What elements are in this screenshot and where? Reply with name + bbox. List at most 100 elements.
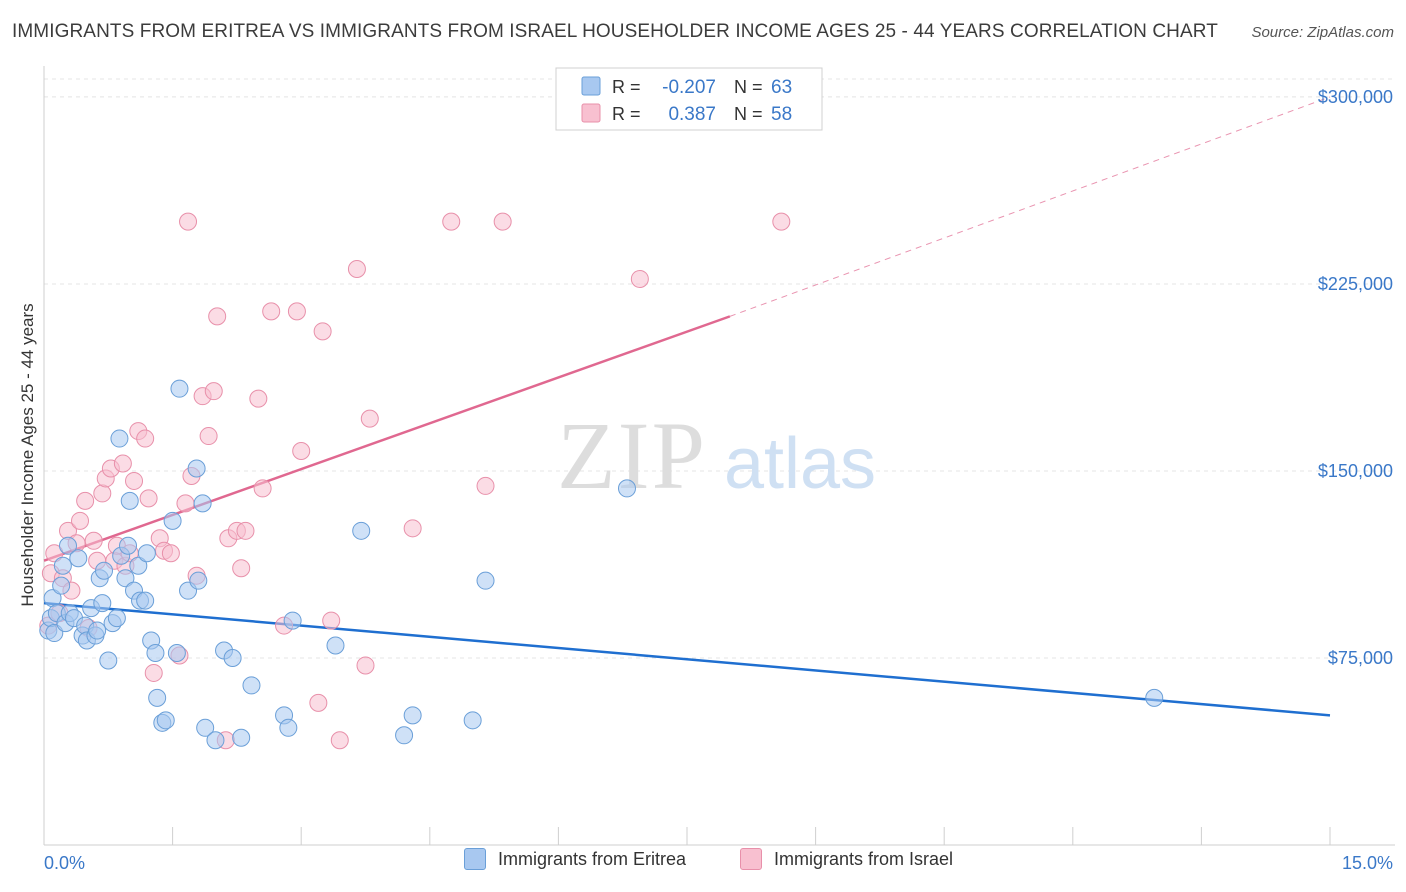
point-israel bbox=[493, 212, 512, 231]
point-eritrea bbox=[59, 536, 78, 555]
point-eritrea bbox=[187, 459, 206, 478]
point-eritrea bbox=[196, 718, 215, 737]
point-eritrea bbox=[99, 651, 118, 670]
point-eritrea bbox=[120, 491, 139, 510]
chart-title: IMMIGRANTS FROM ERITREA VS IMMIGRANTS FR… bbox=[12, 21, 1218, 42]
point-israel bbox=[76, 491, 95, 510]
x-tick-label: 15.0% bbox=[1342, 853, 1393, 873]
data-points bbox=[39, 212, 1164, 750]
point-eritrea bbox=[107, 609, 126, 628]
legend-label-israel: Immigrants from Israel bbox=[774, 848, 954, 869]
point-eritrea bbox=[403, 706, 422, 725]
point-eritrea bbox=[283, 611, 302, 630]
source-label: Source: ZipAtlas.com bbox=[1251, 24, 1394, 41]
point-eritrea bbox=[88, 621, 107, 640]
point-eritrea bbox=[52, 576, 71, 595]
point-eritrea bbox=[242, 676, 261, 695]
point-eritrea bbox=[232, 728, 251, 747]
point-eritrea bbox=[352, 521, 371, 540]
point-israel bbox=[208, 307, 227, 326]
point-israel bbox=[630, 269, 649, 288]
point-israel bbox=[253, 479, 272, 498]
axes bbox=[43, 66, 1395, 846]
legend-swatch-eritrea bbox=[581, 76, 601, 96]
trend-line-eritrea bbox=[43, 601, 1331, 717]
point-eritrea bbox=[206, 731, 225, 750]
point-eritrea bbox=[189, 571, 208, 590]
point-israel bbox=[403, 519, 422, 538]
legend-swatch bbox=[464, 848, 486, 870]
point-israel bbox=[249, 389, 268, 408]
point-eritrea bbox=[1145, 688, 1164, 707]
point-israel bbox=[71, 511, 90, 530]
point-eritrea bbox=[69, 549, 88, 568]
point-eritrea bbox=[395, 726, 414, 745]
point-israel bbox=[113, 454, 132, 473]
y-tick-label: $225,000 bbox=[1318, 274, 1393, 294]
y-tick-label: $300,000 bbox=[1318, 87, 1393, 107]
point-eritrea bbox=[95, 561, 114, 580]
point-israel bbox=[93, 484, 112, 503]
point-israel bbox=[84, 531, 103, 550]
point-eritrea bbox=[167, 643, 186, 662]
legend-swatch-israel bbox=[581, 103, 601, 123]
point-israel bbox=[176, 494, 195, 513]
y-tick-labels: $75,000 $150,000 $225,000 $300,000 bbox=[1318, 87, 1393, 668]
point-israel bbox=[330, 731, 349, 750]
point-eritrea bbox=[463, 711, 482, 730]
point-eritrea bbox=[326, 636, 345, 655]
legend-item-israel: Immigrants from Israel bbox=[740, 848, 953, 870]
point-israel bbox=[356, 656, 375, 675]
point-eritrea bbox=[119, 536, 138, 555]
watermark-atlas: atlas bbox=[724, 424, 876, 504]
legend-item-eritrea: Immigrants from Eritrea bbox=[464, 848, 686, 870]
x-tick-labels: 0.0% 15.0% bbox=[44, 853, 1393, 873]
point-eritrea bbox=[110, 429, 129, 448]
point-israel bbox=[476, 476, 495, 495]
point-israel bbox=[262, 302, 281, 321]
point-israel bbox=[144, 663, 163, 682]
point-eritrea bbox=[136, 591, 155, 610]
point-eritrea bbox=[93, 594, 112, 613]
point-eritrea bbox=[163, 511, 182, 530]
point-eritrea bbox=[129, 556, 148, 575]
trend-lines bbox=[43, 96, 1331, 717]
point-israel bbox=[125, 471, 144, 490]
point-israel bbox=[139, 489, 158, 508]
y-tick-label: $75,000 bbox=[1328, 648, 1393, 668]
point-eritrea bbox=[193, 494, 212, 513]
point-israel bbox=[772, 212, 791, 231]
trend-line-israel-extension bbox=[729, 96, 1331, 317]
point-israel bbox=[309, 693, 328, 712]
legend-r-label-israel: R = bbox=[612, 104, 641, 124]
point-eritrea bbox=[137, 544, 156, 563]
legend-n-label-eritrea: N = bbox=[734, 77, 763, 97]
point-eritrea bbox=[116, 569, 135, 588]
legend-n-label-israel: N = bbox=[734, 104, 763, 124]
point-eritrea bbox=[156, 711, 175, 730]
point-eritrea bbox=[617, 479, 636, 498]
legend-n-value-israel: 58 bbox=[771, 104, 792, 125]
legend-n-value-eritrea: 63 bbox=[771, 77, 792, 98]
point-israel bbox=[179, 212, 198, 231]
point-israel bbox=[199, 427, 218, 446]
y-tick-label: $150,000 bbox=[1318, 461, 1393, 481]
point-israel bbox=[287, 302, 306, 321]
point-israel bbox=[236, 521, 255, 540]
point-israel bbox=[360, 409, 379, 428]
x-tick-label: 0.0% bbox=[44, 853, 85, 873]
point-eritrea bbox=[146, 643, 165, 662]
point-israel bbox=[161, 544, 180, 563]
legend-swatch bbox=[740, 848, 762, 870]
point-eritrea bbox=[170, 379, 189, 398]
point-eritrea bbox=[279, 718, 298, 737]
legend-r-value-israel: 0.387 bbox=[668, 104, 716, 125]
point-eritrea bbox=[148, 688, 167, 707]
point-eritrea bbox=[53, 556, 72, 575]
point-eritrea bbox=[223, 648, 242, 667]
point-israel bbox=[442, 212, 461, 231]
legend-r-value-eritrea: -0.207 bbox=[662, 77, 716, 98]
point-israel bbox=[292, 442, 311, 461]
watermark: ZIP atlas bbox=[557, 402, 876, 509]
